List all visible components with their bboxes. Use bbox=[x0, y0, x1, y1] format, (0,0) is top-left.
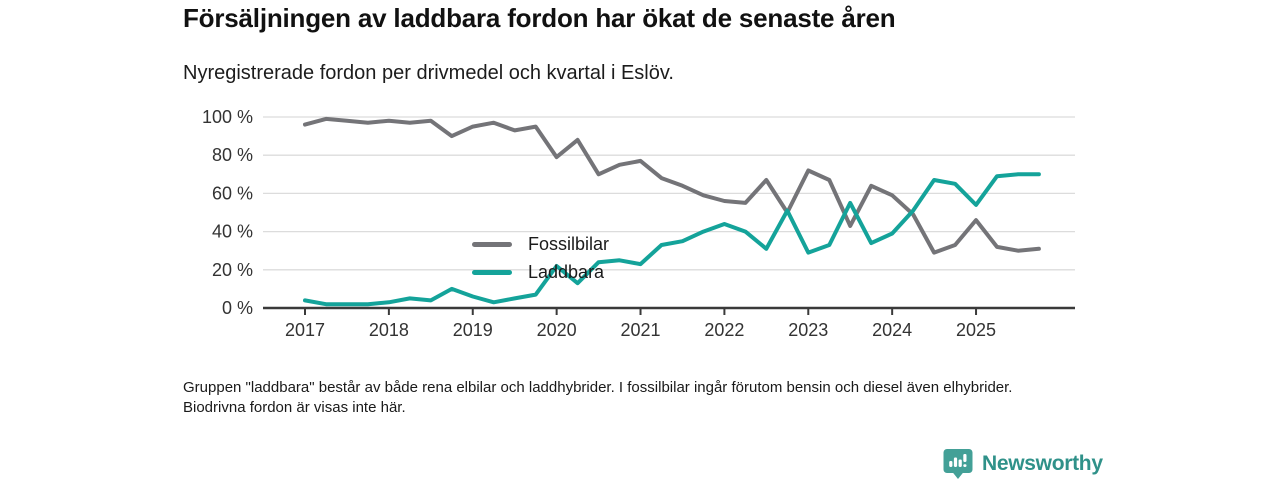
branding-name: Newsworthy bbox=[982, 452, 1103, 475]
legend-label-fossilbilar: Fossilbilar bbox=[528, 233, 610, 254]
chart-title: Försäljningen av laddbara fordon har öka… bbox=[183, 3, 896, 33]
y-axis-tick-label: 60 % bbox=[212, 183, 253, 203]
legend-swatch-laddbara bbox=[472, 269, 512, 275]
legend-label-laddbara: Laddbara bbox=[528, 261, 605, 282]
y-axis-tick-label: 20 % bbox=[212, 260, 253, 280]
x-axis-tick-label: 2018 bbox=[369, 320, 409, 340]
chart-legend: Fossilbilar Laddbara bbox=[472, 230, 609, 286]
x-axis-tick-label: 2020 bbox=[537, 320, 577, 340]
legend-row-fossilbilar: Fossilbilar bbox=[472, 230, 609, 258]
y-axis-tick-label: 80 % bbox=[212, 145, 253, 165]
legend-row-laddbara: Laddbara bbox=[472, 258, 609, 286]
x-axis-tick-label: 2017 bbox=[285, 320, 325, 340]
newsworthy-logo-icon bbox=[943, 449, 973, 479]
branding: Newsworthy bbox=[943, 448, 1103, 480]
x-axis-tick-label: 2022 bbox=[704, 320, 744, 340]
y-axis-tick-label: 0 % bbox=[222, 298, 253, 318]
x-axis-tick-label: 2019 bbox=[453, 320, 493, 340]
legend-swatch-fossilbilar bbox=[472, 241, 512, 247]
series-line-laddbara bbox=[303, 172, 1041, 307]
x-axis-tick-label: 2023 bbox=[788, 320, 828, 340]
chart-subtitle: Nyregistrerade fordon per drivmedel och … bbox=[183, 62, 674, 84]
series-line-fossilbilar bbox=[303, 116, 1041, 255]
y-axis-tick-label: 40 % bbox=[212, 222, 253, 242]
x-axis-tick-label: 2021 bbox=[620, 320, 660, 340]
x-axis-tick-label: 2024 bbox=[872, 320, 912, 340]
line-chart-svg: 0 % 20 % 40 % 60 % 80 % 100 % 2017 2018 2019 2020… bbox=[202, 107, 1075, 340]
line-chart: 0 % 20 % 40 % 60 % 80 % 100 % 2017 2018 2019 2020… bbox=[185, 100, 1085, 350]
chart-footnote: Gruppen "laddbara" består av både rena e… bbox=[183, 379, 1013, 416]
x-axis-tick-label: 2025 bbox=[956, 320, 996, 340]
y-axis-tick-label: 100 % bbox=[202, 107, 253, 127]
